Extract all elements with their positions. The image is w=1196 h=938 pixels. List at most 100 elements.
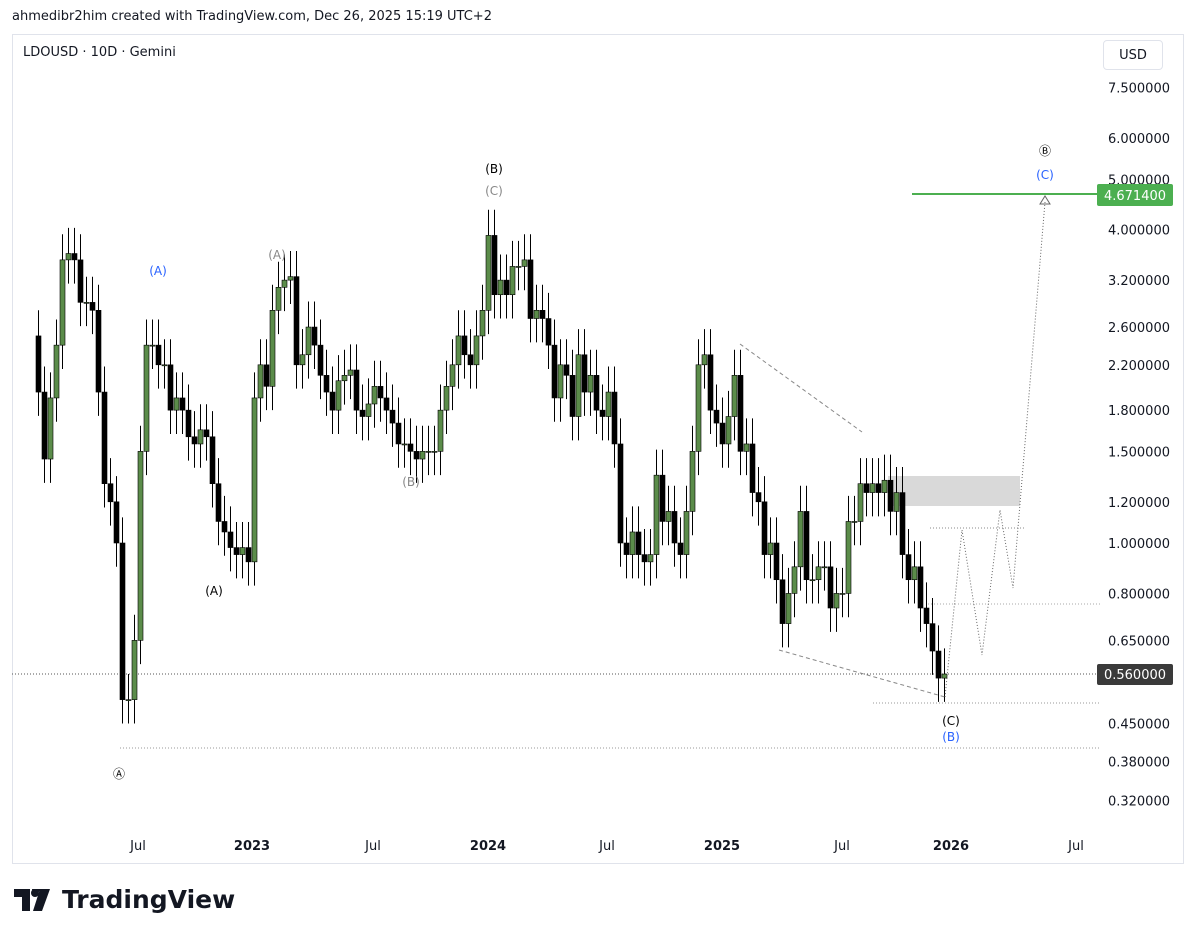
- candle: [905, 554, 912, 581]
- candle: [305, 326, 312, 356]
- time-tick-label: Jul: [129, 839, 146, 854]
- candle: [719, 422, 726, 445]
- wave-label: (A): [149, 264, 167, 278]
- candle: [521, 259, 528, 267]
- candle: [671, 511, 678, 544]
- candle: [347, 369, 354, 376]
- price-tick-label: 1.800000: [1108, 404, 1170, 419]
- candle: [533, 310, 540, 319]
- candle: [395, 422, 402, 445]
- price-tick-label: 4.000000: [1108, 224, 1170, 239]
- candle: [899, 492, 906, 555]
- price-tick-label: 1.500000: [1108, 445, 1170, 460]
- price-tick-label: 2.600000: [1108, 321, 1170, 336]
- candle: [491, 235, 498, 296]
- candle: [563, 364, 570, 376]
- candle: [605, 391, 612, 417]
- candle: [941, 673, 948, 679]
- candle: [455, 335, 462, 366]
- time-tick-label: 2023: [234, 839, 270, 854]
- candle: [815, 566, 822, 581]
- candle: [839, 593, 846, 595]
- candle: [833, 593, 840, 609]
- candle: [329, 391, 336, 411]
- candle: [785, 593, 792, 624]
- candle: [107, 483, 114, 503]
- candle: [557, 364, 564, 399]
- candle: [779, 579, 786, 624]
- time-tick-label: Jul: [364, 839, 381, 854]
- candle: [479, 310, 486, 337]
- candle: [53, 344, 60, 399]
- candle: [917, 566, 924, 609]
- price-tick-label: 0.650000: [1108, 634, 1170, 649]
- candle: [383, 397, 390, 411]
- candle: [893, 492, 900, 512]
- candle: [287, 276, 294, 281]
- candle: [677, 542, 684, 555]
- projection-path: [944, 201, 1046, 698]
- candle: [923, 607, 930, 624]
- candle: [773, 542, 780, 581]
- candle: [851, 521, 858, 523]
- candle: [269, 310, 276, 387]
- candle: [707, 354, 714, 411]
- price-tick-label: 1.200000: [1108, 496, 1170, 511]
- target-price-badge: [1097, 184, 1173, 206]
- candle: [251, 397, 258, 563]
- candle: [155, 344, 162, 366]
- candle: [299, 354, 306, 366]
- candle: [377, 386, 384, 399]
- candle: [869, 483, 876, 493]
- wedge-lower-line: [778, 649, 946, 698]
- candle: [593, 375, 600, 411]
- candle: [209, 436, 216, 485]
- candle: [587, 375, 594, 393]
- price-tick-label: 2.200000: [1108, 359, 1170, 374]
- candle: [731, 375, 738, 417]
- candle: [173, 397, 180, 411]
- projection-arrow-icon: [1039, 195, 1051, 205]
- candle: [545, 318, 552, 346]
- symbol-legend[interactable]: LDOUSD · 10D · Gemini: [23, 45, 176, 60]
- candle: [761, 501, 768, 555]
- candle: [515, 266, 522, 268]
- candle: [359, 409, 366, 417]
- candle: [887, 479, 894, 512]
- price-tick-label: 0.380000: [1108, 756, 1170, 771]
- candle: [449, 364, 456, 387]
- candle: [389, 409, 396, 424]
- candle: [725, 416, 732, 445]
- candle: [431, 451, 438, 453]
- candle: [143, 344, 150, 452]
- candle: [419, 451, 426, 460]
- candle: [629, 531, 636, 555]
- candle: [353, 369, 360, 411]
- candle: [179, 397, 186, 411]
- candle: [713, 409, 720, 424]
- candle: [581, 354, 588, 393]
- candle: [131, 640, 138, 700]
- candle: [689, 451, 696, 512]
- wave-label: Ⓐ: [113, 767, 125, 781]
- candle: [623, 542, 630, 555]
- wave-label: (B): [485, 162, 503, 176]
- price-tick-label: 7.500000: [1108, 82, 1170, 97]
- candle: [701, 354, 708, 366]
- logo-text: TradingView: [62, 885, 236, 914]
- currency-button[interactable]: USD: [1103, 40, 1163, 70]
- candle: [425, 451, 432, 453]
- candle: [125, 699, 132, 701]
- candle: [413, 451, 420, 460]
- candle: [737, 375, 744, 452]
- tradingview-logo[interactable]: TradingView: [14, 885, 235, 914]
- candle: [323, 375, 330, 393]
- wave-label: (C): [485, 184, 503, 198]
- candle: [65, 253, 72, 261]
- candle: [293, 276, 300, 366]
- candle: [113, 501, 120, 544]
- candle: [797, 511, 804, 568]
- candle: [569, 375, 576, 417]
- candle: [845, 521, 852, 594]
